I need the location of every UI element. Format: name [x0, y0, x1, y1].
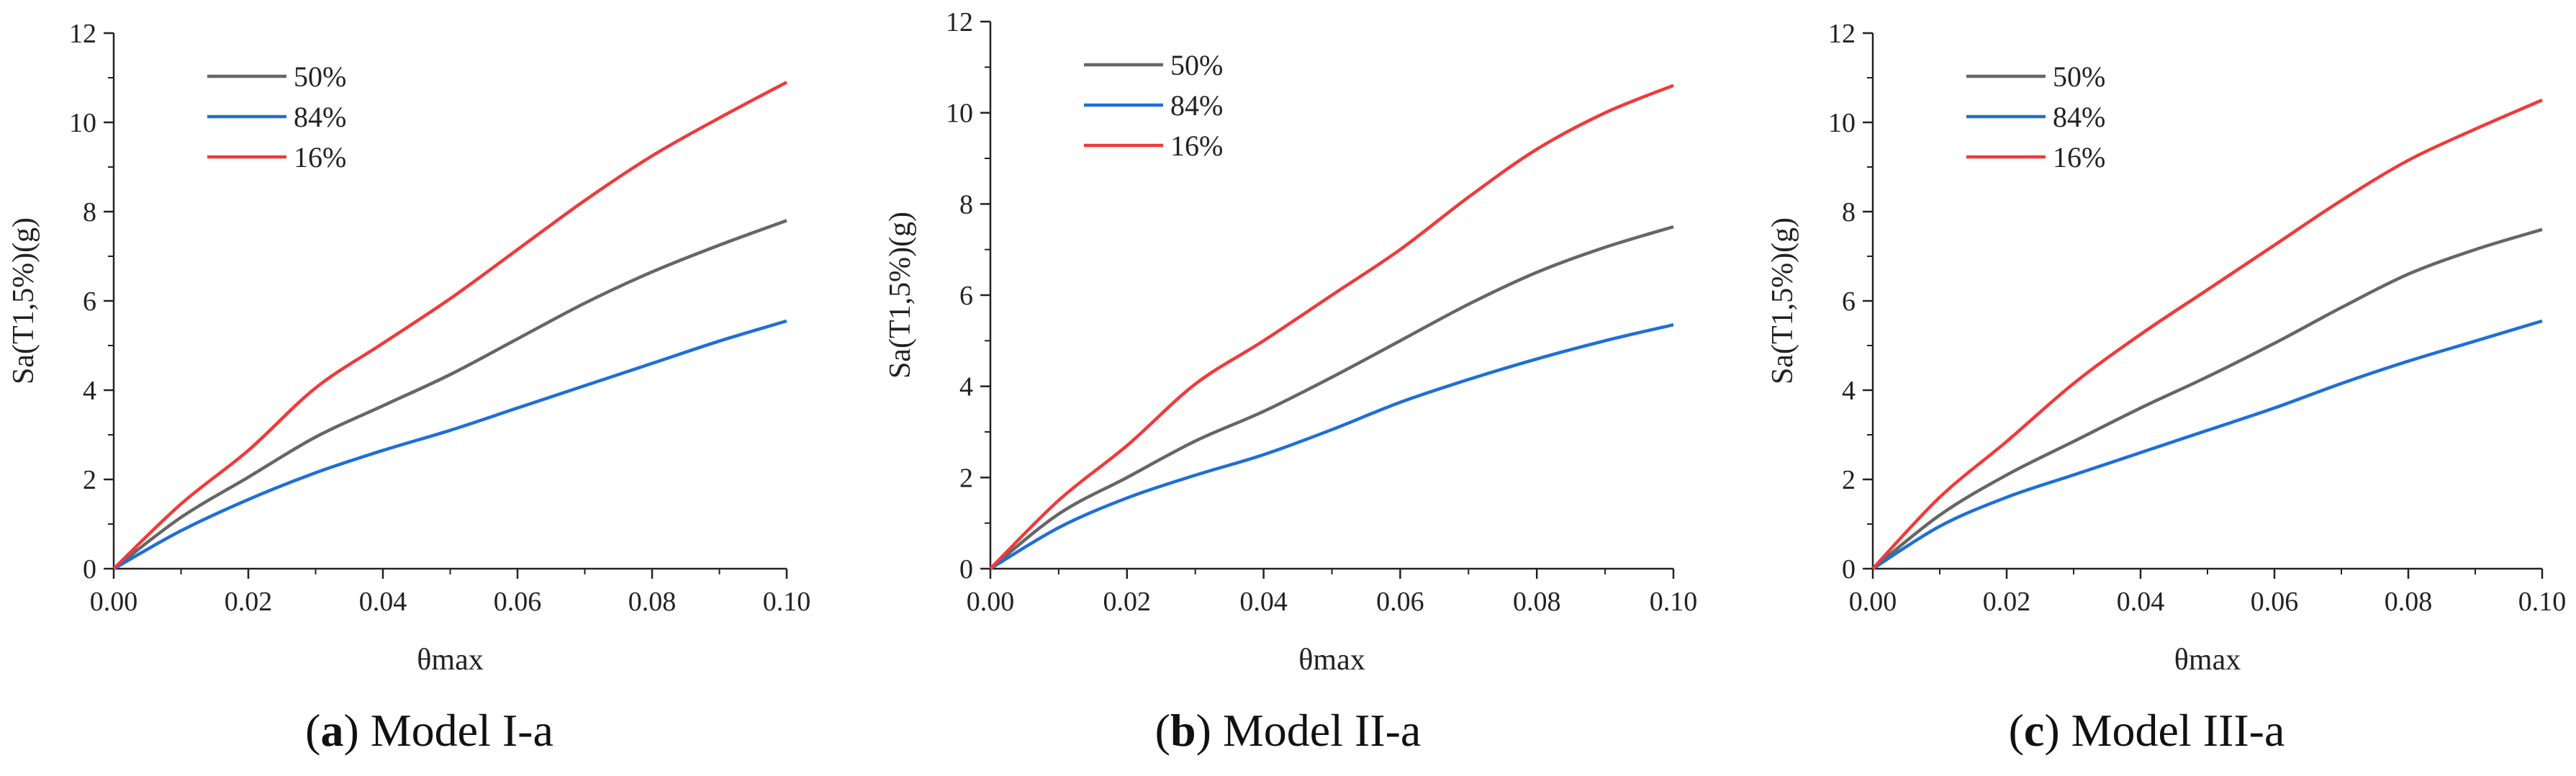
y-tick-label: 10 [946, 99, 973, 129]
x-axis-label: θmax [2174, 644, 2241, 677]
series-line-16pct [989, 84, 1674, 570]
legend-label: 50% [294, 60, 346, 93]
y-tick-label: 4 [83, 376, 96, 406]
series-line-16pct [112, 81, 788, 570]
y-tick-label: 10 [69, 108, 96, 138]
y-tick-label: 2 [959, 463, 973, 493]
x-tick-label: 0.00 [90, 587, 138, 617]
caption-text: Model II-a [1222, 705, 1422, 756]
panel-c: 0.00 0.02 0.04 0.06 0.08 0.10 0 2 4 6 8 10 12 θmax Sa(… [1717, 0, 2576, 776]
series-line-50pct [1871, 227, 2543, 570]
x-tick-label: 0.06 [494, 587, 542, 617]
legend-label: 84% [2053, 101, 2105, 133]
x-axis-label: θmax [417, 644, 483, 677]
y-tick-label: 4 [1842, 376, 1856, 406]
y-tick-label: 6 [1842, 287, 1856, 317]
x-tick-label: 0.04 [1239, 587, 1288, 617]
legend-label: 84% [294, 101, 346, 133]
x-tick-label: 0.08 [628, 587, 677, 617]
x-tick-label: 0.00 [967, 587, 1015, 617]
legend-label: 50% [2053, 60, 2105, 93]
series-line-50pct [112, 219, 787, 570]
x-tick-label: 0.10 [2518, 587, 2567, 617]
caption-a: (a) Model I-a [305, 705, 553, 756]
x-axis-label: θmax [1298, 644, 1365, 677]
caption-b: (b) Model II-a [1154, 705, 1422, 756]
y-tick-label: 8 [1842, 197, 1856, 227]
legend-label: 50% [1170, 49, 1223, 81]
x-tick-label: 0.06 [1376, 587, 1424, 617]
y-tick-label: 8 [83, 197, 96, 227]
y-tick-label: 0 [959, 554, 973, 585]
y-tick-label: 2 [83, 465, 96, 495]
y-axis-label: Sa(T1,5%)(g) [884, 212, 917, 379]
y-tick-label: 6 [959, 281, 973, 311]
series-line-16pct [1871, 98, 2543, 570]
caption-text: Model I-a [370, 705, 553, 756]
series-line-50pct [989, 225, 1674, 570]
y-tick-label: 0 [83, 554, 96, 585]
y-tick-label: 4 [959, 372, 973, 402]
x-tick-label: 0.08 [2385, 587, 2433, 617]
series-line-84pct [989, 322, 1674, 570]
caption-c: (c) Model III-a [2008, 705, 2285, 756]
chart-c: 0.00 0.02 0.04 0.06 0.08 0.10 0 2 4 6 8 10 12 θmax Sa(… [1766, 19, 2567, 677]
panel-b: 0.00 0.02 0.04 0.06 0.08 0.10 0 2 4 6 8 10 12 θmax Sa(… [859, 0, 1717, 776]
y-tick-label: 10 [1828, 108, 1856, 138]
chart-a: 0.00 0.02 0.04 0.06 0.08 0.10 0 2 4 6 8 10 12 θmax Sa(… [7, 19, 811, 677]
caption-text: Model III-a [2071, 705, 2285, 756]
x-tick-label: 0.04 [2117, 587, 2165, 617]
x-tick-label: 0.04 [359, 587, 407, 617]
series-line-84pct [1871, 319, 2543, 570]
x-tick-label: 0.00 [1849, 587, 1897, 617]
x-tick-label: 0.10 [763, 587, 811, 617]
y-axis-label: Sa(T1,5%)(g) [7, 217, 40, 384]
legend-label: 84% [1170, 89, 1223, 122]
y-tick-label: 0 [1842, 554, 1856, 585]
caption-letter: b [1170, 705, 1196, 756]
y-tick-label: 12 [69, 19, 96, 49]
series-line-84pct [112, 319, 787, 570]
x-tick-label: 0.02 [1983, 587, 2031, 617]
y-tick-label: 2 [1842, 465, 1856, 495]
legend-label: 16% [294, 141, 346, 173]
x-tick-label: 0.02 [225, 587, 273, 617]
x-tick-label: 0.02 [1103, 587, 1152, 617]
legend-label: 16% [1170, 130, 1223, 162]
chart-b: 0.00 0.02 0.04 0.06 0.08 0.10 0 2 4 6 8 10 12 θmax Sa(… [884, 7, 1698, 677]
x-tick-label: 0.06 [2251, 587, 2299, 617]
x-tick-label: 0.10 [1650, 587, 1698, 617]
caption-letter: c [2023, 705, 2045, 756]
panel-a: 0.00 0.02 0.04 0.06 0.08 0.10 0 2 4 6 8 10 12 θmax Sa(… [0, 0, 859, 776]
y-tick-label: 6 [83, 287, 96, 317]
y-tick-label: 8 [959, 189, 973, 220]
y-tick-label: 12 [946, 7, 973, 37]
y-tick-label: 12 [1828, 19, 1856, 49]
y-axis-label: Sa(T1,5%)(g) [1766, 217, 1799, 384]
x-tick-label: 0.08 [1513, 587, 1561, 617]
caption-letter: a [320, 705, 344, 756]
legend-label: 16% [2053, 141, 2105, 173]
